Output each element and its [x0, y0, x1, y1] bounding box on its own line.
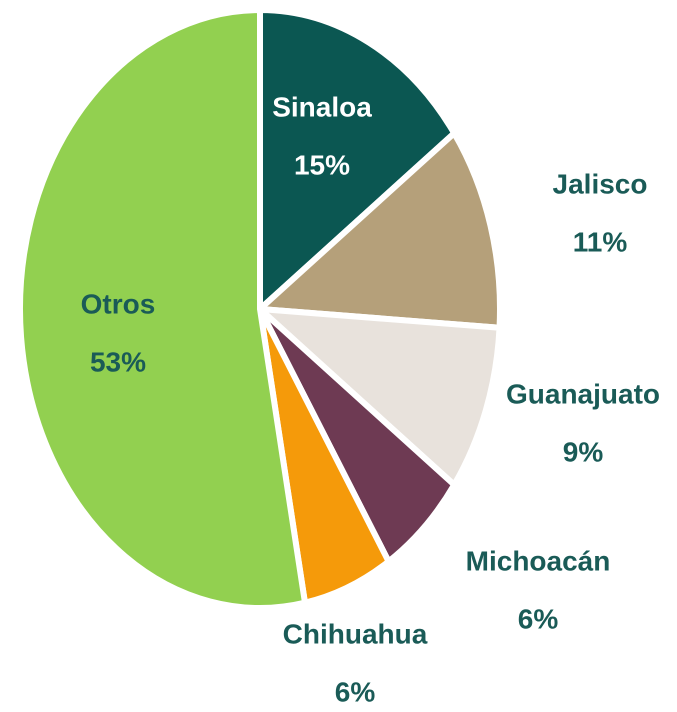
- slice-value-label: 11%: [573, 226, 628, 257]
- slice-value-label: 6%: [335, 676, 376, 707]
- pie-slice: [17, 6, 309, 611]
- slice-value-label: 6%: [518, 603, 559, 634]
- slice-value-label: 9%: [563, 436, 604, 467]
- pie-slice: [252, 128, 503, 332]
- slice-value-label: 53%: [90, 346, 146, 377]
- slice-label: Michoacán: [466, 545, 611, 576]
- pie-slice: [257, 6, 458, 316]
- slice-label: Guanajuato: [506, 378, 660, 409]
- slice-label: Chihuahua: [283, 618, 428, 649]
- pie-slice: [251, 305, 503, 490]
- slice-label: Sinaloa: [272, 91, 372, 122]
- slice-label: Jalisco: [553, 168, 648, 199]
- slice-label: Otros: [81, 288, 156, 319]
- slice-value-label: 15%: [294, 149, 350, 180]
